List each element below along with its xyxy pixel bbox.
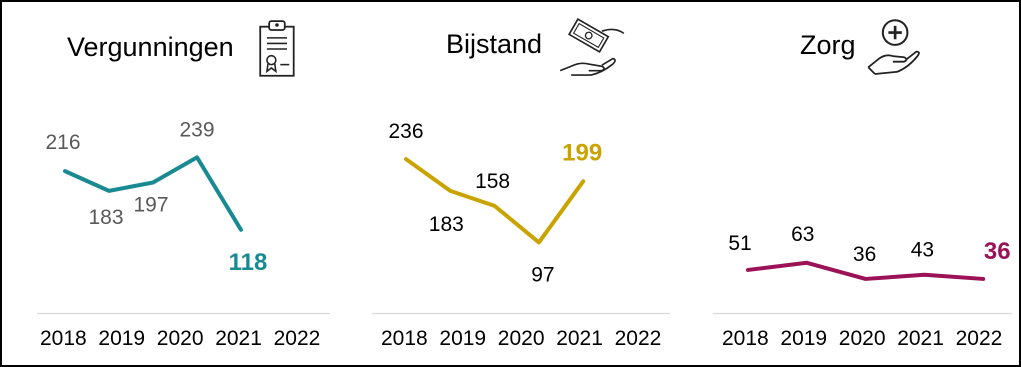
- x-tick-label: 2021: [215, 327, 262, 350]
- series-line: [63, 155, 243, 232]
- data-label: 51: [728, 232, 751, 255]
- x-tick-label: 2022: [274, 327, 321, 350]
- data-label: 158: [475, 170, 510, 193]
- x-tick-label: 2019: [439, 327, 486, 350]
- data-label: 183: [429, 213, 464, 236]
- panel-title: Bijstand: [446, 29, 542, 59]
- x-tick-label: 2019: [780, 327, 827, 350]
- data-label: 197: [133, 193, 168, 216]
- x-tick-label: 2022: [615, 327, 662, 350]
- series-line: [404, 157, 586, 245]
- x-tick-label: 2021: [556, 327, 603, 350]
- data-label: 63: [791, 223, 814, 246]
- x-tick-label: 2018: [381, 327, 428, 350]
- x-tick-label: 2020: [498, 327, 545, 350]
- data-label: 97: [531, 263, 554, 286]
- x-tick-label: 2020: [157, 327, 204, 350]
- x-tick-label: 2022: [956, 327, 1003, 350]
- data-label: 183: [88, 206, 123, 229]
- x-tick-label: 2020: [839, 327, 886, 350]
- x-tick-label: 2018: [722, 327, 769, 350]
- x-tick-label: 2021: [897, 327, 944, 350]
- data-label-latest: 118: [229, 249, 268, 276]
- data-label: 216: [45, 131, 80, 154]
- panel-title: Zorg: [800, 30, 856, 60]
- data-label: 36: [853, 243, 876, 266]
- care-hand-plus-icon: [866, 18, 921, 76]
- panel-title: Vergunningen: [67, 32, 234, 62]
- data-label: 236: [388, 120, 423, 143]
- data-label-latest: 199: [562, 139, 602, 166]
- x-tick-label: 2019: [98, 327, 145, 350]
- data-label-latest: 36: [984, 238, 1011, 265]
- x-tick-label: 2018: [40, 327, 87, 350]
- certificate-document-icon: [259, 20, 295, 77]
- series-line: [746, 260, 986, 281]
- data-label: 43: [911, 239, 934, 262]
- data-label: 239: [179, 118, 214, 141]
- money-hand-icon: [559, 18, 625, 76]
